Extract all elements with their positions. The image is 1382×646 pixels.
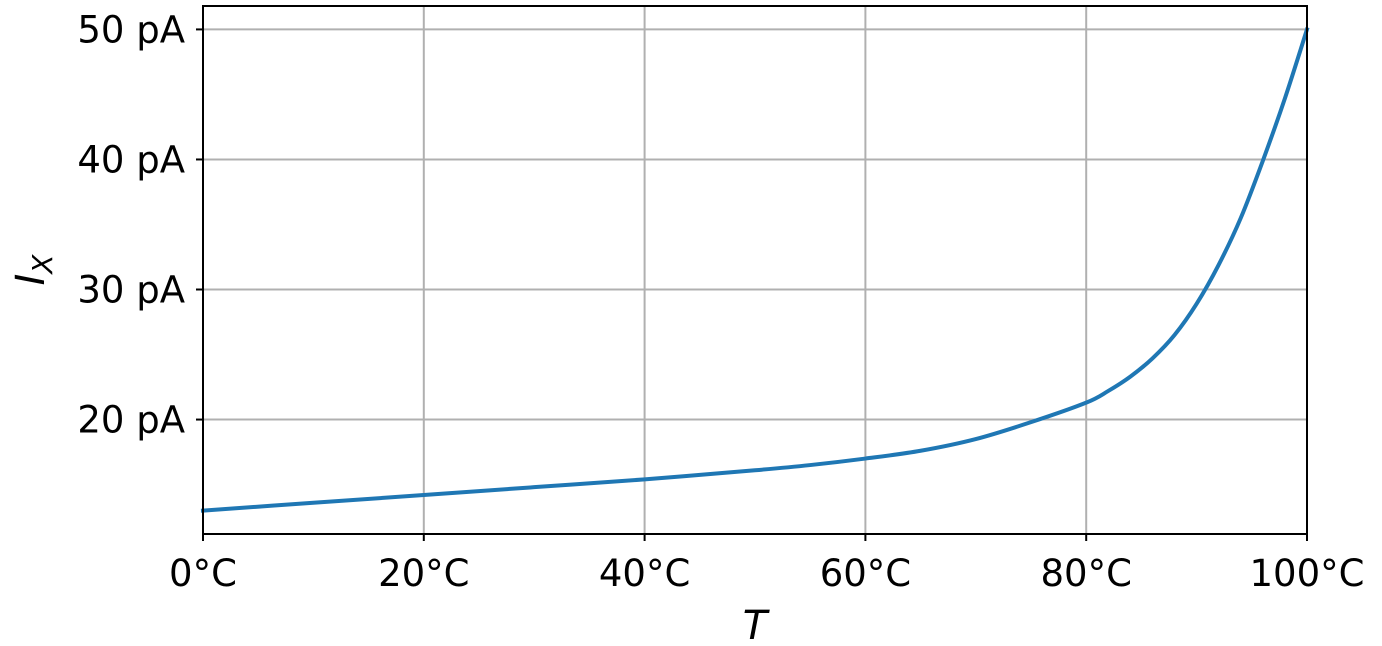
y-axis-label: IX: [8, 254, 59, 286]
series-line: [200, 26, 1310, 513]
grid: [202, 6, 1308, 534]
ticks: 0°C 20°C 40°C 60°C 80°C 100°C 20 pA 30 pA 40 pA 5…: [77, 8, 1364, 595]
x-tick-label: 80°C: [1040, 552, 1131, 595]
plot-frame: [202, 5, 1308, 535]
x-tick-label: 100°C: [1250, 552, 1365, 595]
x-tick-label: 20°C: [378, 552, 469, 595]
y-tick-label: 40 pA: [77, 138, 185, 181]
x-axis-label: T: [743, 603, 771, 646]
y-tick-label: 50 pA: [77, 8, 185, 51]
y-tick-label: 30 pA: [77, 269, 185, 312]
x-tick-label: 0°C: [169, 552, 237, 595]
series-layer: [200, 26, 1310, 513]
y-axis-label-subscript: X: [26, 254, 59, 276]
x-tick-label: 60°C: [820, 552, 911, 595]
y-tick-label: 20 pA: [77, 399, 185, 442]
x-tick-label: 40°C: [599, 552, 690, 595]
